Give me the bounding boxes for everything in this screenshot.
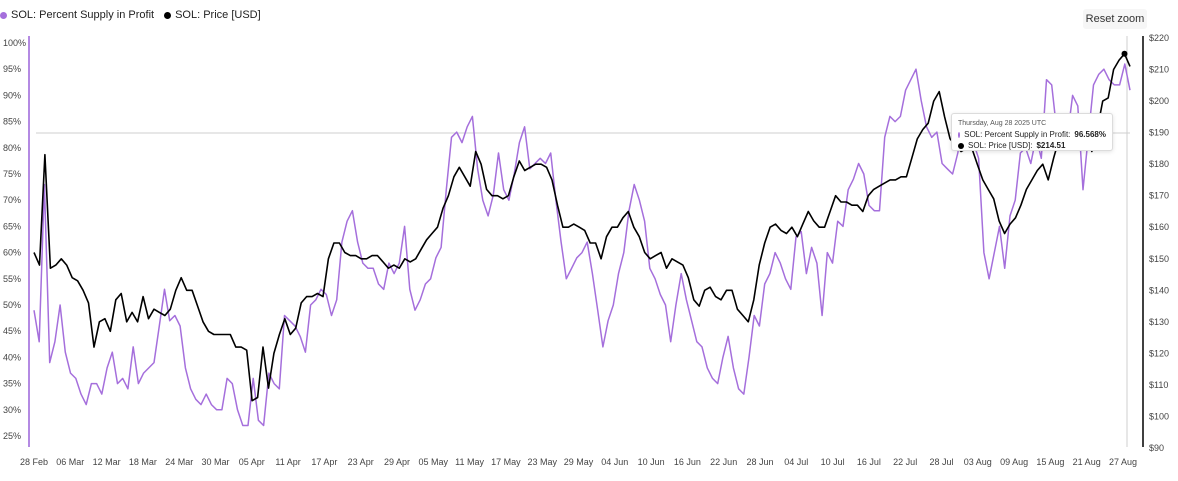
- x-tick-label: 28 Jun: [746, 457, 773, 467]
- y-axis-left: 100% 95% 90% 85% 80% 75% 70% 65% 60% 55% 50% 45% 40%…: [3, 38, 26, 441]
- y-left-tick-label: 80%: [3, 143, 21, 153]
- x-tick-label: 16 Jun: [674, 457, 701, 467]
- legend-dot-purple-icon: [0, 11, 7, 19]
- x-tick-label: 28 Jul: [929, 457, 953, 467]
- x-tick-label: 23 May: [527, 457, 557, 467]
- x-tick-label: 27 Aug: [1109, 457, 1137, 467]
- hover-point-marker: [1121, 50, 1128, 57]
- y-right-tick-label: $120: [1149, 348, 1169, 358]
- y-right-tick-label: $150: [1149, 254, 1169, 264]
- y-left-tick-label: 75%: [3, 169, 21, 179]
- x-tick-label: 23 Apr: [348, 457, 374, 467]
- y-right-tick-label: $160: [1149, 222, 1169, 232]
- y-left-tick-label: 55%: [3, 274, 21, 284]
- hover-tooltip: Thursday, Aug 28 2025 UTC SOL: Percent S…: [951, 113, 1113, 151]
- legend-item-percent-supply[interactable]: SOL: Percent Supply in Profit: [0, 9, 154, 21]
- x-axis: 28 Feb 06 Mar 12 Mar 18 Mar 24 Mar 30 Mar 05 A…: [20, 457, 1137, 467]
- x-tick-label: 28 Feb: [20, 457, 48, 467]
- x-tick-label: 30 Mar: [201, 457, 229, 467]
- x-tick-label: 04 Jun: [601, 457, 628, 467]
- x-tick-label: 11 Apr: [275, 457, 300, 467]
- x-tick-label: 18 Mar: [129, 457, 157, 467]
- y-left-tick-label: 65%: [3, 221, 21, 231]
- y-left-tick-label: 40%: [3, 352, 21, 362]
- tooltip-label-price: SOL: Price [USD]:: [968, 141, 1033, 150]
- y-left-tick-label: 25%: [3, 431, 21, 441]
- y-right-tick-label: $170: [1149, 191, 1169, 201]
- x-tick-label: 24 Mar: [165, 457, 193, 467]
- y-left-tick-label: 70%: [3, 195, 21, 205]
- y-left-tick-label: 85%: [3, 117, 21, 127]
- y-left-tick-label: 35%: [3, 379, 21, 389]
- chart-legend: SOL: Percent Supply in Profit SOL: Price…: [0, 9, 261, 21]
- x-tick-label: 29 May: [564, 457, 594, 467]
- series-line-price: [33, 53, 1131, 402]
- x-tick-label: 10 Jul: [821, 457, 845, 467]
- y-right-tick-label: $220: [1149, 33, 1169, 43]
- y-axis-right: $220 $210 $200 $190 $180 $170 $160 $150 $140 $130…: [1149, 33, 1169, 453]
- x-tick-label: 04 Jul: [784, 457, 808, 467]
- y-right-tick-label: $140: [1149, 285, 1169, 295]
- y-right-tick-label: $210: [1149, 65, 1169, 75]
- legend-item-price[interactable]: SOL: Price [USD]: [164, 9, 261, 21]
- y-right-tick-label: $90: [1149, 443, 1164, 453]
- x-tick-label: 03 Aug: [964, 457, 992, 467]
- y-left-tick-label: 45%: [3, 326, 21, 336]
- y-right-tick-label: $130: [1149, 317, 1169, 327]
- x-tick-label: 22 Jun: [710, 457, 737, 467]
- legend-dot-black-icon: [164, 11, 172, 19]
- legend-label-percent-supply: SOL: Percent Supply in Profit: [11, 9, 155, 21]
- x-tick-label: 10 Jun: [638, 457, 665, 467]
- tooltip-dot-black-icon: [958, 142, 964, 149]
- y-left-tick-label: 100%: [3, 38, 26, 48]
- x-tick-label: 15 Aug: [1036, 457, 1064, 467]
- y-left-tick-label: 60%: [3, 248, 21, 258]
- x-tick-label: 05 Apr: [239, 457, 265, 467]
- y-left-tick-label: 30%: [3, 405, 21, 415]
- y-left-tick-label: 95%: [3, 64, 21, 74]
- tooltip-row-percent-supply: SOL: Percent Supply in Profit: 96.568%: [958, 129, 1106, 140]
- y-right-tick-label: $100: [1149, 411, 1169, 421]
- x-tick-label: 22 Jul: [893, 457, 917, 467]
- x-tick-label: 16 Jul: [857, 457, 881, 467]
- y-right-tick-label: $190: [1149, 128, 1169, 138]
- reset-zoom-button[interactable]: Reset zoom: [1083, 9, 1147, 29]
- x-tick-label: 09 Aug: [1000, 457, 1028, 467]
- tooltip-label-percent-supply: SOL: Percent Supply in Profit:: [964, 130, 1071, 139]
- series-line-percent-supply: [33, 63, 1131, 427]
- x-tick-label: 29 Apr: [384, 457, 410, 467]
- tooltip-value-percent-supply: 96.568%: [1074, 130, 1106, 139]
- legend-label-price: SOL: Price [USD]: [175, 9, 261, 21]
- tooltip-dot-purple-icon: [958, 131, 961, 138]
- x-tick-label: 21 Aug: [1073, 457, 1101, 467]
- y-left-tick-label: 90%: [3, 90, 21, 100]
- tooltip-row-price: SOL: Price [USD]: $214.51: [958, 140, 1106, 151]
- tooltip-date: Thursday, Aug 28 2025 UTC: [958, 120, 1047, 127]
- x-tick-label: 12 Mar: [93, 457, 121, 467]
- x-tick-label: 05 May: [419, 457, 449, 467]
- x-tick-label: 06 Mar: [56, 457, 84, 467]
- y-right-tick-label: $180: [1149, 159, 1169, 169]
- x-tick-label: 17 Apr: [311, 457, 337, 467]
- y-right-tick-label: $200: [1149, 96, 1169, 106]
- y-left-tick-label: 50%: [3, 300, 21, 310]
- x-tick-label: 11 May: [455, 457, 484, 467]
- y-right-tick-label: $110: [1149, 380, 1168, 390]
- x-tick-label: 17 May: [491, 457, 521, 467]
- tooltip-value-price: $214.51: [1036, 141, 1066, 150]
